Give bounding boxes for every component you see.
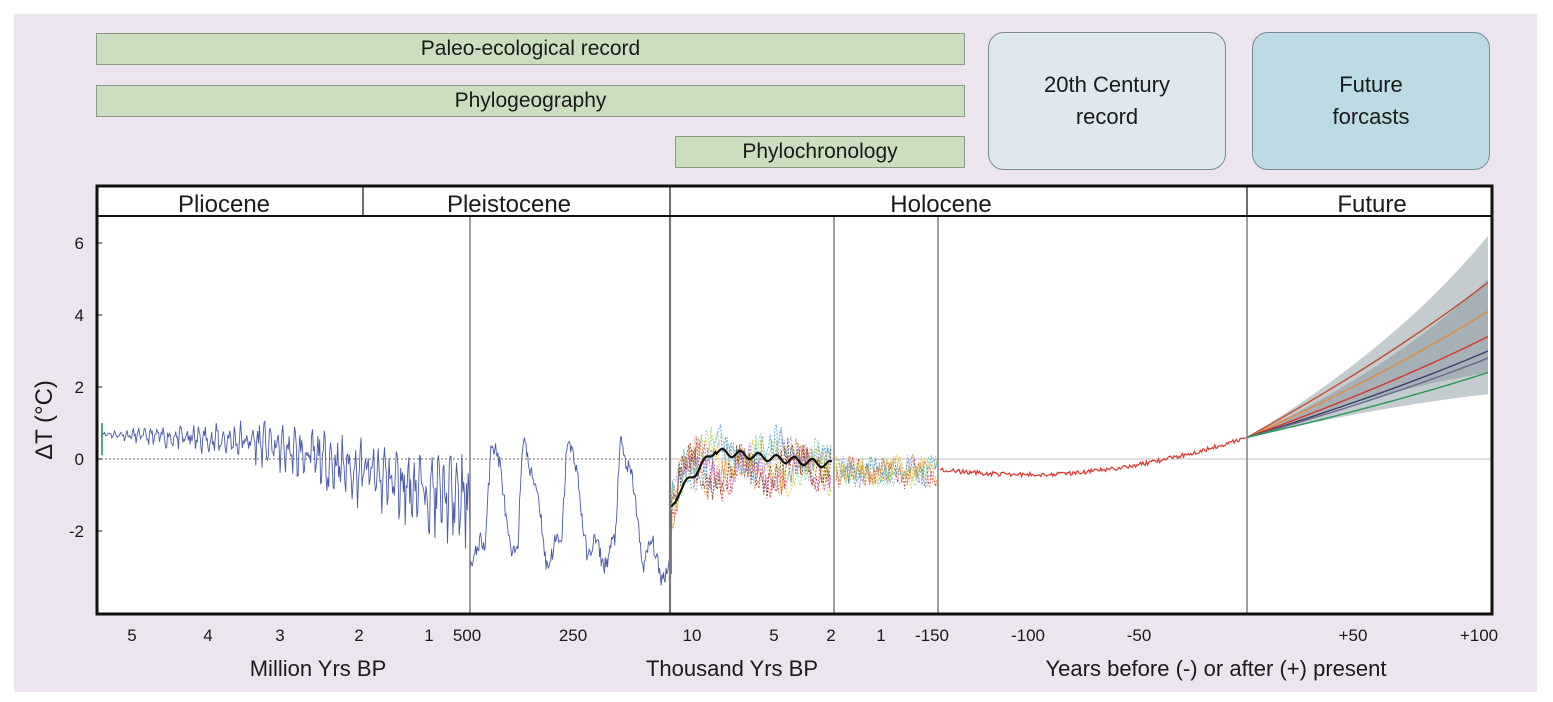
future-forecasts-line1: Future (1339, 72, 1403, 97)
series-millennia-proxy (835, 455, 938, 487)
x-axis-unit-label: Years before (-) or after (+) present (1046, 656, 1387, 681)
x-tick-label: 250 (559, 626, 587, 645)
series-late-pleistocene (469, 435, 671, 586)
future-scenario-line (1246, 282, 1489, 439)
series-holocene-mean (670, 447, 833, 508)
epoch-label-holocene: Holocene (890, 191, 991, 218)
series-pliocene-million-years (100, 420, 471, 549)
y-tick-label: 6 (75, 234, 84, 253)
plot-frame (95, 184, 1494, 616)
future-scenario-line (1246, 357, 1489, 439)
twentieth-century-line1: 20th Century (1044, 72, 1170, 97)
future-forecasts-box: Future forcasts (1252, 32, 1490, 170)
y-tick-label: 2 (75, 378, 84, 397)
future-scenario-line (1246, 371, 1489, 439)
phylogeography-bar: Phylogeography (96, 85, 965, 117)
x-tick-label: 500 (453, 626, 481, 645)
x-tick-label: 3 (275, 626, 284, 645)
series-holocene-proxy (670, 436, 832, 532)
x-tick-label: -50 (1127, 626, 1152, 645)
y-tick-label: 0 (75, 450, 84, 469)
x-tick-label: 5 (127, 626, 136, 645)
phylogeography-label: Phylogeography (454, 89, 607, 112)
future-scenario-line (1246, 335, 1489, 439)
epoch-label-pliocene: Pliocene (178, 191, 270, 218)
x-tick-label: 2 (354, 626, 363, 645)
twentieth-century-record-box: 20th Century record (988, 32, 1226, 170)
future-forecasts-line2: forcasts (1332, 104, 1410, 129)
plot-area (97, 186, 1492, 614)
epoch-label-pleistocene: Pleistocene (447, 191, 571, 218)
future-scenario-line (1246, 310, 1489, 439)
y-tick-label: -2 (69, 522, 84, 541)
future-band-inner (1247, 279, 1488, 438)
series-millennia-proxy (835, 456, 938, 489)
x-tick-label: 2 (826, 626, 835, 645)
series-instrumental-record (939, 436, 1247, 479)
x-axis-unit-label: Thousand Yrs BP (646, 656, 818, 681)
twentieth-century-line2: record (1075, 104, 1139, 129)
x-tick-label: 10 (683, 626, 702, 645)
x-tick-label: +50 (1339, 626, 1368, 645)
phylochronology-bar: Phylochronology (675, 136, 965, 168)
x-tick-label: -100 (1011, 626, 1045, 645)
x-tick-label: 5 (769, 626, 778, 645)
x-tick-label: 1 (876, 626, 885, 645)
x-tick-label: 1 (424, 626, 433, 645)
x-tick-label: +100 (1460, 626, 1498, 645)
series-holocene-proxy (670, 437, 832, 503)
paleo-ecological-record-bar: Paleo-ecological record (96, 33, 965, 65)
x-tick-label: -150 (915, 626, 949, 645)
x-tick-label: 4 (203, 626, 212, 645)
phylochronology-label: Phylochronology (742, 140, 898, 163)
paleo-ecological-record-label: Paleo-ecological record (420, 37, 641, 60)
x-axis-unit-label: Million Yrs BP (250, 656, 387, 681)
y-tick-label: 4 (75, 306, 84, 325)
future-scenario-line (1246, 350, 1489, 439)
y-axis-label: ΔT (°C) (31, 380, 58, 460)
future-band-outer (1247, 235, 1488, 438)
series-millennia-proxy (835, 454, 938, 490)
epoch-label-future: Future (1337, 191, 1406, 218)
series-millennia-proxy (835, 453, 938, 488)
series-holocene-proxy (670, 426, 832, 510)
series-millennia-proxy (835, 456, 938, 489)
